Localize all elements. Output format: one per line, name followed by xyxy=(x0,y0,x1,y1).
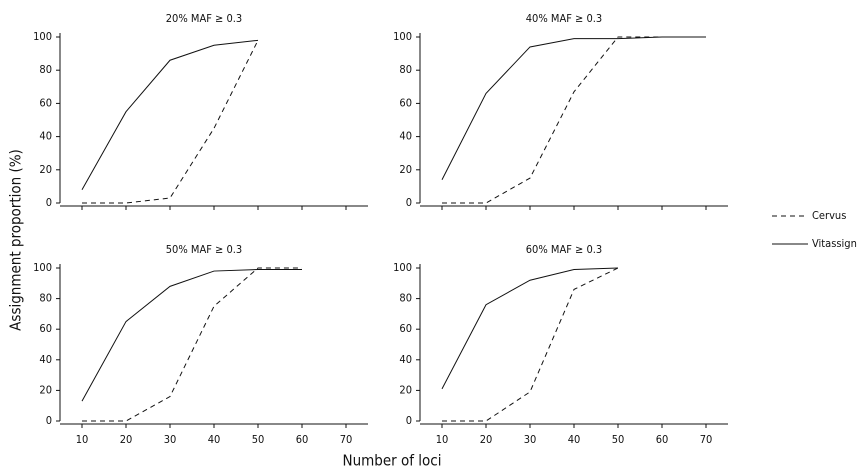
x-tick-label: 30 xyxy=(164,433,177,446)
y-tick-label: 60 xyxy=(39,322,52,335)
x-tick-label: 10 xyxy=(436,433,449,446)
x-axis-label: Number of loci xyxy=(343,452,442,470)
subplot-title: 20% MAF ≥ 0.3 xyxy=(166,12,242,25)
x-tick-label: 10 xyxy=(76,433,89,446)
legend-label: Cervus xyxy=(812,209,846,222)
y-tick-label: 80 xyxy=(399,63,412,76)
x-tick-label: 20 xyxy=(480,433,493,446)
series-line xyxy=(441,267,619,390)
y-tick-label: 0 xyxy=(406,196,412,209)
y-tick-label: 0 xyxy=(406,414,412,427)
y-tick-label: 20 xyxy=(39,163,52,176)
y-tick-label: 100 xyxy=(393,30,412,43)
y-axis-label: Assignment proportion (%) xyxy=(7,149,25,331)
series-line xyxy=(82,40,259,204)
y-tick-label: 60 xyxy=(39,96,52,109)
legend-label: Vitassign xyxy=(812,237,857,250)
x-tick-label: 40 xyxy=(208,433,221,446)
series-line xyxy=(81,39,259,190)
x-tick-label: 20 xyxy=(120,433,133,446)
subplot-title: 50% MAF ≥ 0.3 xyxy=(166,243,242,256)
y-tick-label: 20 xyxy=(39,383,52,396)
series-line xyxy=(82,267,302,422)
y-tick-label: 0 xyxy=(46,196,52,209)
y-tick-label: 100 xyxy=(33,261,52,274)
y-tick-label: 40 xyxy=(399,353,412,366)
subplot-title: 60% MAF ≥ 0.3 xyxy=(526,243,602,256)
x-tick-label: 70 xyxy=(340,433,353,446)
y-tick-label: 80 xyxy=(39,292,52,305)
x-tick-label: 60 xyxy=(656,433,669,446)
series-line xyxy=(441,36,706,180)
y-tick-label: 20 xyxy=(399,163,412,176)
y-tick-label: 20 xyxy=(399,383,412,396)
subplot-title: 40% MAF ≥ 0.3 xyxy=(526,12,602,25)
y-tick-label: 80 xyxy=(39,63,52,76)
y-tick-label: 80 xyxy=(399,292,412,305)
x-tick-label: 50 xyxy=(612,433,625,446)
y-tick-label: 0 xyxy=(46,414,52,427)
y-tick-label: 100 xyxy=(33,30,52,43)
x-tick-label: 60 xyxy=(296,433,309,446)
x-tick-label: 40 xyxy=(568,433,581,446)
x-tick-label: 50 xyxy=(252,433,265,446)
series-line xyxy=(81,269,302,402)
y-tick-label: 60 xyxy=(399,96,412,109)
x-tick-label: 30 xyxy=(524,433,537,446)
y-tick-label: 40 xyxy=(399,130,412,143)
x-tick-label: 70 xyxy=(700,433,713,446)
series-line xyxy=(442,267,619,422)
y-tick-label: 40 xyxy=(39,353,52,366)
y-tick-label: 60 xyxy=(399,322,412,335)
series-line xyxy=(442,36,706,204)
y-tick-label: 40 xyxy=(39,130,52,143)
y-tick-label: 100 xyxy=(393,261,412,274)
